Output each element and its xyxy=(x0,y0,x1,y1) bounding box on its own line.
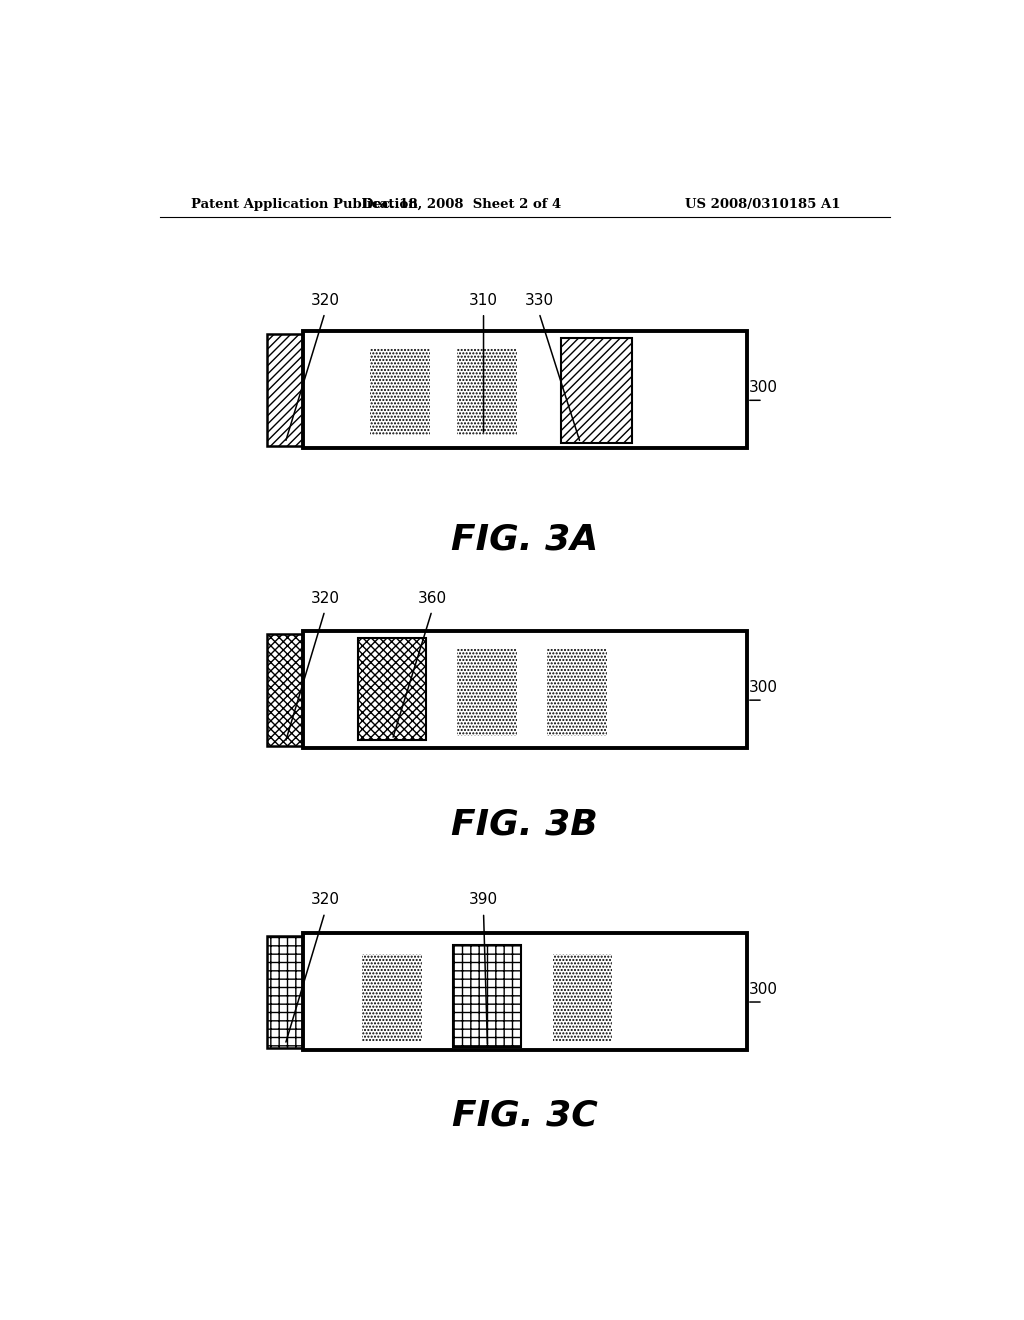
Bar xyxy=(560,338,632,444)
Text: 320: 320 xyxy=(310,293,339,308)
Bar xyxy=(362,954,422,1040)
Text: 300: 300 xyxy=(749,380,777,395)
Text: 310: 310 xyxy=(469,293,498,308)
Bar xyxy=(303,331,748,447)
Bar xyxy=(303,933,748,1049)
Text: 360: 360 xyxy=(418,590,446,606)
Text: Dec. 18, 2008  Sheet 2 of 4: Dec. 18, 2008 Sheet 2 of 4 xyxy=(361,198,561,211)
Text: FIG. 3A: FIG. 3A xyxy=(452,523,598,557)
Text: 320: 320 xyxy=(310,590,339,606)
Bar xyxy=(370,348,430,434)
Bar xyxy=(267,936,304,1048)
Bar xyxy=(454,945,521,1047)
Text: Patent Application Publication: Patent Application Publication xyxy=(191,198,418,211)
Text: 330: 330 xyxy=(524,293,554,308)
Bar xyxy=(267,334,304,446)
Text: FIG. 3B: FIG. 3B xyxy=(452,807,598,841)
Text: US 2008/0310185 A1: US 2008/0310185 A1 xyxy=(685,198,841,211)
Bar xyxy=(458,649,517,735)
Text: 300: 300 xyxy=(749,982,777,997)
Text: 300: 300 xyxy=(749,680,777,696)
Bar xyxy=(358,638,426,739)
Bar xyxy=(303,631,748,748)
Bar xyxy=(458,348,517,434)
Bar xyxy=(267,634,304,746)
Text: 390: 390 xyxy=(469,892,498,907)
Text: FIG. 3C: FIG. 3C xyxy=(452,1098,598,1133)
Bar xyxy=(553,954,612,1040)
Bar xyxy=(547,649,606,735)
Text: 320: 320 xyxy=(310,892,339,907)
